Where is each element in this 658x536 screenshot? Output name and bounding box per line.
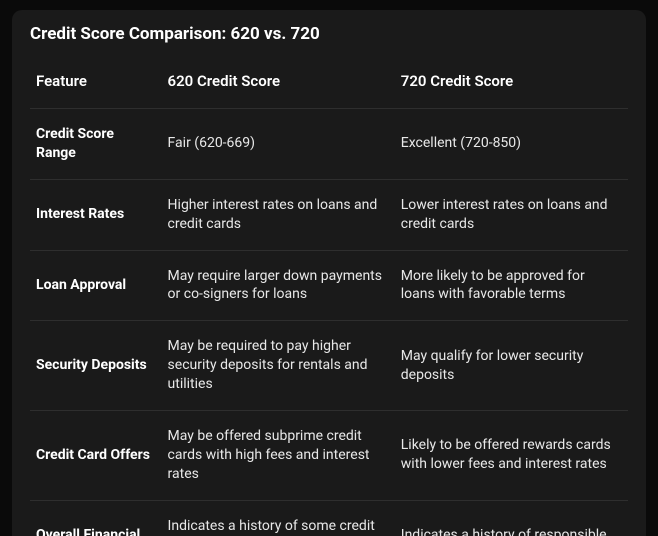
- row-620: Indicates a history of some credit probl…: [162, 500, 395, 536]
- col-header-620: 620 Credit Score: [162, 62, 395, 109]
- comparison-card: Credit Score Comparison: 620 vs. 720 Fea…: [12, 10, 646, 536]
- table-row: Interest Rates Higher interest rates on …: [30, 179, 628, 250]
- table-row: Loan Approval May require larger down pa…: [30, 250, 628, 321]
- table-header-row: Feature 620 Credit Score 720 Credit Scor…: [30, 62, 628, 109]
- table-row: Overall Financial Picture Indicates a hi…: [30, 500, 628, 536]
- row-620: Fair (620-669): [162, 109, 395, 180]
- row-720: Likely to be offered rewards cards with …: [395, 411, 628, 501]
- table-row: Credit Card Offers May be offered subpri…: [30, 411, 628, 501]
- row-620: May require larger down payments or co-s…: [162, 250, 395, 321]
- table-row: Security Deposits May be required to pay…: [30, 321, 628, 411]
- row-feature: Credit Score Range: [30, 109, 162, 180]
- row-feature: Interest Rates: [30, 179, 162, 250]
- row-620: May be required to pay higher security d…: [162, 321, 395, 411]
- col-header-720: 720 Credit Score: [395, 62, 628, 109]
- comparison-table: Feature 620 Credit Score 720 Credit Scor…: [30, 62, 628, 536]
- row-feature: Credit Card Offers: [30, 411, 162, 501]
- row-720: Indicates a history of responsible credi…: [395, 500, 628, 536]
- row-feature: Security Deposits: [30, 321, 162, 411]
- card-title: Credit Score Comparison: 620 vs. 720: [30, 24, 628, 44]
- row-720: More likely to be approved for loans wit…: [395, 250, 628, 321]
- row-720: May qualify for lower security deposits: [395, 321, 628, 411]
- row-feature: Loan Approval: [30, 250, 162, 321]
- row-620: May be offered subprime credit cards wit…: [162, 411, 395, 501]
- row-720: Excellent (720-850): [395, 109, 628, 180]
- row-620: Higher interest rates on loans and credi…: [162, 179, 395, 250]
- row-feature: Overall Financial Picture: [30, 500, 162, 536]
- table-row: Credit Score Range Fair (620-669) Excell…: [30, 109, 628, 180]
- row-720: Lower interest rates on loans and credit…: [395, 179, 628, 250]
- col-header-feature: Feature: [30, 62, 162, 109]
